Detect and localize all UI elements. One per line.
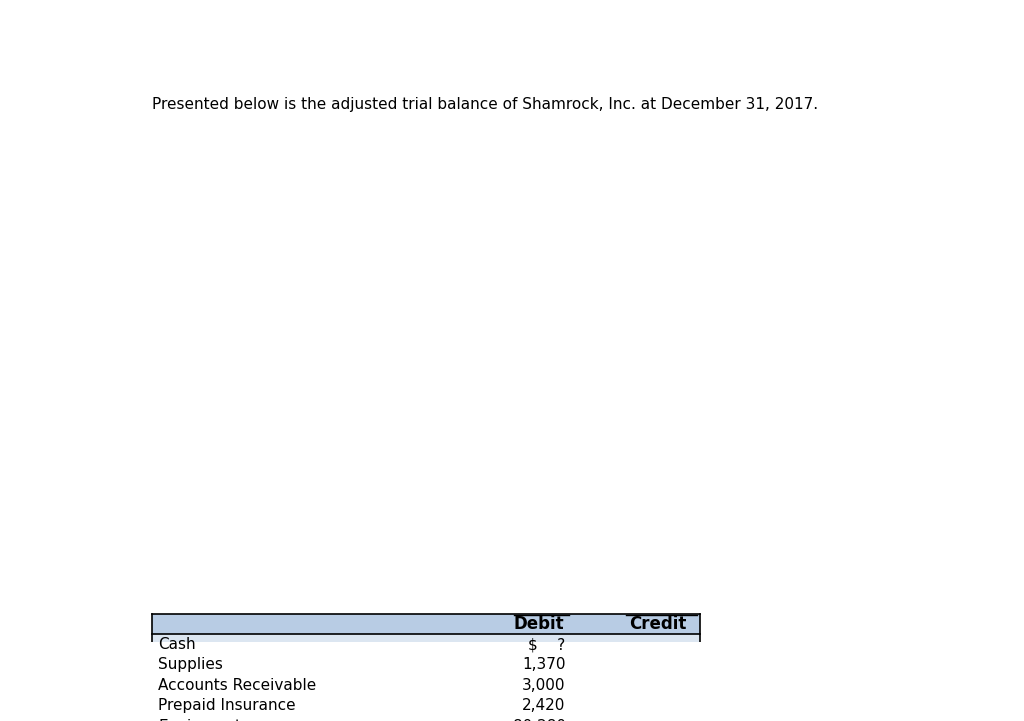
Text: 80,280: 80,280 [513, 719, 565, 721]
Text: Debit: Debit [513, 615, 564, 633]
Text: 3,000: 3,000 [522, 678, 565, 693]
Bar [153, 655, 700, 675]
Bar [153, 614, 700, 634]
Bar [153, 634, 700, 655]
Text: 2,420: 2,420 [522, 699, 565, 713]
Text: Presented below is the adjusted trial balance of Shamrock, Inc. at December 31, : Presented below is the adjusted trial ba… [153, 97, 818, 112]
Text: Accounts Receivable: Accounts Receivable [159, 678, 316, 693]
Text: $    ?: $ ? [528, 637, 565, 652]
Text: Credit: Credit [630, 615, 687, 633]
Text: Supplies: Supplies [159, 658, 223, 673]
Bar [153, 696, 700, 716]
Bar [153, 675, 700, 696]
Text: Cash: Cash [159, 637, 196, 652]
Text: Equipment: Equipment [159, 719, 242, 721]
Text: 1,370: 1,370 [522, 658, 565, 673]
Bar [153, 716, 700, 721]
Text: Prepaid Insurance: Prepaid Insurance [159, 699, 296, 713]
